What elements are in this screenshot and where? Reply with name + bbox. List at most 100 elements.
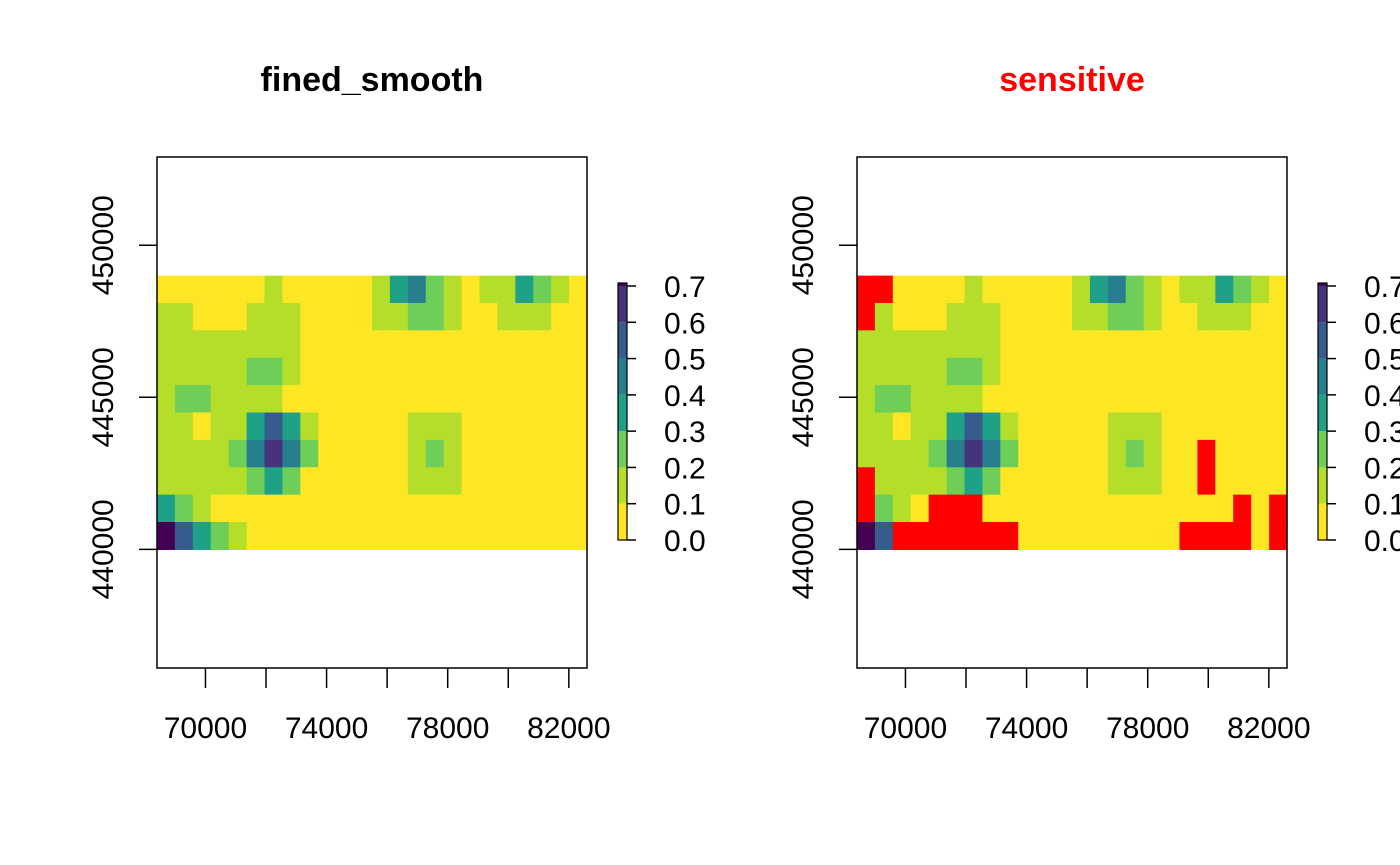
raster-cell <box>1054 330 1073 359</box>
raster-cell <box>1000 357 1019 386</box>
raster-cell <box>228 330 248 359</box>
raster-cell <box>1072 494 1091 523</box>
raster-cell <box>1269 385 1288 414</box>
raster-cell <box>174 330 194 359</box>
raster-cell <box>1251 467 1270 496</box>
raster-cell <box>1161 494 1181 523</box>
raster-cell <box>928 385 948 414</box>
raster-cell <box>174 303 194 331</box>
raster-cell <box>389 467 409 496</box>
raster-cell <box>533 357 552 386</box>
raster-cell <box>946 275 966 304</box>
raster-cell <box>157 275 176 304</box>
raster-cell <box>354 385 373 414</box>
raster-cell <box>1054 522 1073 550</box>
raster-cell <box>874 522 894 550</box>
raster-cell <box>174 385 194 414</box>
legend-tick-label: 0.3 <box>664 416 706 449</box>
raster-cell <box>264 385 284 414</box>
raster-cell <box>443 385 463 414</box>
raster-cell <box>389 494 409 523</box>
raster-cell <box>336 330 355 359</box>
raster-cell <box>1161 439 1181 468</box>
raster-cell <box>1125 467 1145 496</box>
raster-cell <box>443 522 463 550</box>
raster-cell <box>461 412 481 441</box>
raster-cell <box>1125 494 1145 523</box>
raster-cell <box>982 357 1001 386</box>
raster-cell <box>407 330 427 359</box>
raster-cell <box>336 303 355 331</box>
raster-cell <box>964 385 984 414</box>
raster-cell <box>946 303 966 331</box>
raster-cell <box>443 275 463 304</box>
raster-cell <box>264 522 284 550</box>
raster-cell <box>1251 275 1270 304</box>
raster-cell <box>1215 330 1234 359</box>
raster-cell <box>1233 439 1252 468</box>
raster-cell <box>497 357 516 386</box>
raster-cell <box>300 275 319 304</box>
raster-cell <box>1197 275 1216 304</box>
sensitive-cell <box>1233 494 1252 523</box>
raster-cell <box>246 467 266 496</box>
raster-cell <box>1054 357 1073 386</box>
raster-cell <box>569 439 588 468</box>
panel-title: sensitive <box>999 61 1145 99</box>
raster-cell <box>928 439 948 468</box>
raster-cell <box>407 275 427 304</box>
raster-cell <box>874 385 894 414</box>
raster-cell <box>1215 494 1234 523</box>
raster-cell <box>874 330 894 359</box>
sensitive-cell <box>1197 467 1216 496</box>
raster-cell <box>857 522 876 550</box>
raster-cell <box>1054 494 1073 523</box>
raster-cell <box>461 330 481 359</box>
raster-cell <box>372 439 391 468</box>
raster-cell <box>354 275 373 304</box>
raster-cell <box>354 303 373 331</box>
raster-cell <box>389 357 409 386</box>
raster-cell <box>1233 357 1252 386</box>
raster-cell <box>1089 357 1109 386</box>
raster-cell <box>157 522 176 550</box>
legend-swatch <box>618 503 627 540</box>
raster-cell <box>874 303 894 331</box>
raster-cell <box>228 522 248 550</box>
legend-tick-label: 0.5 <box>664 344 706 377</box>
raster-cell <box>1215 303 1234 331</box>
raster-cell <box>1054 412 1073 441</box>
raster-cell <box>1000 303 1019 331</box>
raster-cell <box>1215 357 1234 386</box>
raster-cell <box>1269 467 1288 496</box>
raster-cell <box>1089 494 1109 523</box>
raster-cell <box>1179 330 1199 359</box>
raster-cell <box>354 412 373 441</box>
raster-cell <box>1036 439 1055 468</box>
raster-cell <box>318 494 337 523</box>
raster-cell <box>389 275 409 304</box>
raster-cell <box>515 494 534 523</box>
raster-cell <box>157 467 176 496</box>
raster-cell <box>1107 439 1127 468</box>
raster-cell <box>1000 439 1019 468</box>
legend-swatch <box>618 358 627 395</box>
raster-cell <box>1269 275 1288 304</box>
legend-swatch <box>1318 503 1327 540</box>
raster-cell <box>192 412 212 441</box>
raster-cell <box>1054 303 1073 331</box>
raster-cell <box>982 385 1001 414</box>
legend-swatch <box>1318 322 1327 359</box>
raster-cell <box>228 467 248 496</box>
raster-cell <box>1251 522 1270 550</box>
raster-cell <box>857 412 876 441</box>
raster-cell <box>407 522 427 550</box>
raster-cell <box>1197 494 1216 523</box>
raster-cell <box>264 467 284 496</box>
raster-cell <box>318 439 337 468</box>
raster-cell <box>336 439 355 468</box>
legend-swatch <box>1318 431 1327 468</box>
raster-cell <box>874 357 894 386</box>
raster-cell <box>246 330 266 359</box>
raster-cell <box>282 439 301 468</box>
